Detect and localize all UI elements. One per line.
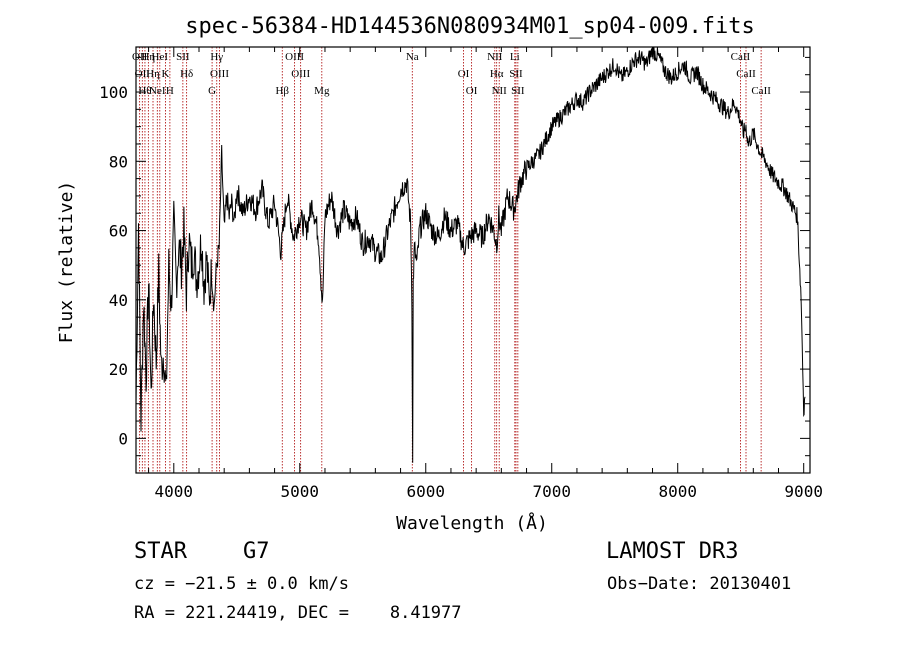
spectral-line-labels: OIIOIIHθHηHηNeIHeIKHSIIHδGHγOIIIHβOIIIOI… bbox=[132, 51, 771, 97]
redshift-text: cz = −21.5 ± 0.0 km/s bbox=[134, 574, 349, 594]
spectral-line-label: OIII bbox=[291, 68, 310, 80]
spectral-line-label: CaII bbox=[736, 68, 756, 80]
spectral-line-label: G bbox=[208, 85, 216, 97]
spectral-line-label: OIII bbox=[210, 68, 229, 80]
spectral-line-label: OIII bbox=[285, 51, 304, 63]
spectral-line-label: H bbox=[166, 85, 174, 97]
y-tick-label: 100 bbox=[99, 83, 128, 102]
x-tick-label: 6000 bbox=[406, 482, 445, 501]
spectral-line-label: Hα bbox=[490, 68, 504, 80]
spectral-line-label: OII bbox=[135, 68, 151, 80]
coordinates-text: RA = 221.24419, DEC = 8.41977 bbox=[134, 603, 462, 623]
spectrum-line bbox=[135, 46, 806, 463]
spectral-line-label: CaII bbox=[751, 85, 771, 97]
spectral-line-label: NeI bbox=[149, 85, 166, 97]
spectral-line-label: CaII bbox=[731, 51, 751, 63]
x-axis-label: Wavelength (Å) bbox=[396, 512, 548, 534]
object-class: STAR bbox=[134, 539, 188, 564]
y-tick-label: 0 bbox=[118, 429, 128, 448]
x-tick-label: 8000 bbox=[658, 482, 697, 501]
spectral-line-label: Hη bbox=[146, 68, 160, 80]
spectral-line-label: Hγ bbox=[210, 51, 223, 63]
x-tick-label: 9000 bbox=[784, 482, 823, 501]
spectral-line-label: Li bbox=[510, 51, 520, 63]
plot-frame bbox=[135, 46, 811, 474]
spectral-line-label: Hβ bbox=[275, 85, 289, 97]
obs-date-text: Obs−Date: 20130401 bbox=[607, 574, 791, 594]
y-tick-label: 20 bbox=[109, 360, 128, 379]
spectral-line-label: NII bbox=[487, 51, 503, 63]
object-subclass: G7 bbox=[243, 539, 270, 564]
spectral-line-label: OI bbox=[458, 68, 470, 80]
spectral-line-markers bbox=[139, 47, 762, 473]
spectral-line-label: SII bbox=[511, 85, 525, 97]
spectral-line-label: OI bbox=[466, 85, 478, 97]
y-tick-label: 40 bbox=[109, 291, 128, 310]
spectral-line-label: HeI bbox=[152, 51, 169, 63]
spectral-line-label: Mg bbox=[314, 85, 330, 97]
spectral-line-label: SII bbox=[176, 51, 190, 63]
spectral-line-label: K bbox=[162, 68, 170, 80]
x-tick-label: 4000 bbox=[155, 482, 194, 501]
x-tick-label: 5000 bbox=[281, 482, 320, 501]
spectral-line-label: NII bbox=[492, 85, 508, 97]
x-tick-label: 7000 bbox=[532, 482, 571, 501]
spectral-line-label: Hθ bbox=[138, 85, 151, 97]
y-axis-ticks: 0 20 40 60 80 100 bbox=[99, 56, 810, 474]
y-tick-label: 80 bbox=[109, 152, 128, 171]
spectral-line-label: Hη bbox=[141, 51, 155, 63]
y-axis-label: Flux (relative) bbox=[56, 181, 77, 344]
x-axis-ticks: 4000 5000 6000 7000 8000 9000 bbox=[148, 47, 823, 501]
spectral-line-label: SII bbox=[509, 68, 523, 80]
chart-title: spec-56384-HD144536N080934M01_sp04-009.f… bbox=[185, 14, 755, 39]
spectral-line-label: Hδ bbox=[180, 68, 193, 80]
spectral-line-label: Na bbox=[406, 51, 419, 63]
survey-name: LAMOST DR3 bbox=[606, 539, 738, 564]
y-tick-label: 60 bbox=[109, 222, 128, 241]
